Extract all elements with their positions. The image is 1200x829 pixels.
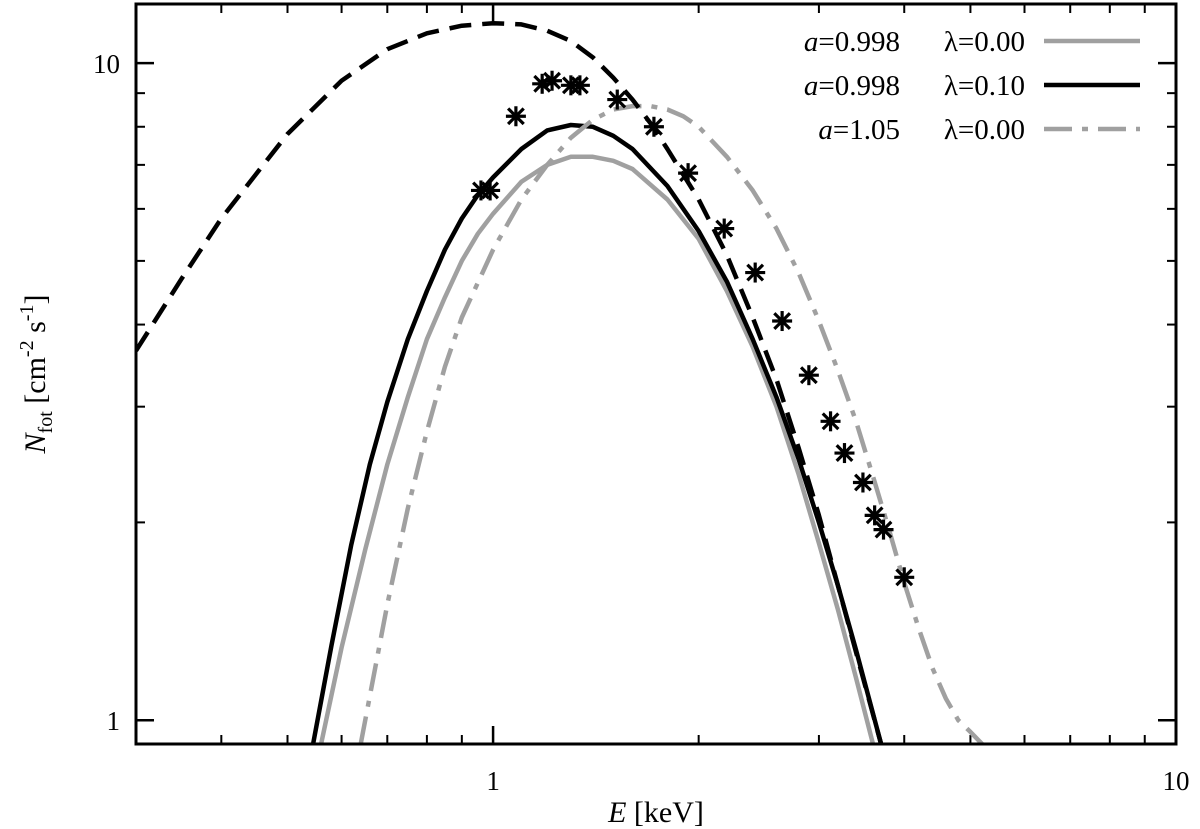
data-point xyxy=(894,567,915,588)
data-point xyxy=(607,89,628,110)
series-line-1 xyxy=(318,154,876,744)
data-point xyxy=(714,218,735,239)
data-point xyxy=(569,75,590,96)
x-tick-label: 1 xyxy=(486,766,500,796)
x-tick-label: 10 xyxy=(1163,766,1190,796)
data-point xyxy=(873,519,894,540)
legend-lambda-3: λ=0.00 xyxy=(944,114,1025,146)
legend-label-3: a=1.05 xyxy=(818,114,900,146)
data-point xyxy=(745,262,766,283)
x-axis-label: E [keV] xyxy=(607,796,704,829)
data-point xyxy=(542,70,563,91)
data-point xyxy=(798,365,819,386)
model-curves xyxy=(136,20,984,744)
data-point xyxy=(480,180,501,201)
legend-lambda-1: λ=0.00 xyxy=(944,26,1025,58)
legend-label-1: a=0.998 xyxy=(804,26,900,58)
data-point xyxy=(820,411,841,432)
data-point xyxy=(772,311,793,332)
data-point xyxy=(532,73,553,94)
data-point xyxy=(678,163,699,184)
y-axis-label: Nfot [cm-2 s-1] xyxy=(16,295,57,455)
legend-lambda-2: λ=0.10 xyxy=(944,70,1025,102)
legend-label-2: a=0.998 xyxy=(804,70,900,102)
observed-data-points xyxy=(470,70,915,588)
series-line-2 xyxy=(310,122,884,744)
legend-entry-3: a=1.05 λ=0.00 xyxy=(818,114,1140,146)
series-line-4 xyxy=(136,20,884,744)
y-tick-label: 1 xyxy=(107,706,121,736)
plot-frame xyxy=(134,2,1178,746)
data-point xyxy=(852,472,873,493)
y-tick-label: 10 xyxy=(93,49,120,79)
legend-entry-2: a=0.998 λ=0.10 xyxy=(804,70,1140,102)
major-ticks xyxy=(136,4,1178,744)
data-point xyxy=(505,106,526,127)
legend: a=0.998 λ=0.00 a=0.998 λ=0.10 a=1.05 λ=0… xyxy=(804,26,1140,146)
data-point xyxy=(864,505,885,526)
data-point xyxy=(643,116,664,137)
tick-labels: 1 10 1 10 xyxy=(93,49,1190,796)
legend-entry-1: a=0.998 λ=0.00 xyxy=(804,26,1140,58)
data-point xyxy=(834,443,855,464)
